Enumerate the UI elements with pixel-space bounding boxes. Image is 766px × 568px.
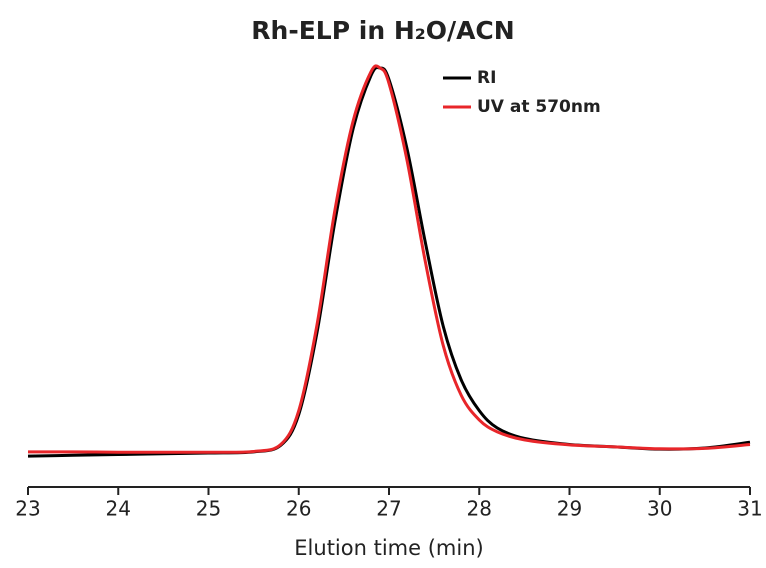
legend-label: RI (477, 68, 496, 88)
chart-title: Rh-ELP in H₂O/ACN (251, 16, 514, 45)
x-tick-label: 23 (15, 497, 40, 521)
x-tick-label: 29 (557, 497, 582, 521)
x-tick-label: 28 (467, 497, 492, 521)
x-tick-label: 27 (376, 497, 401, 521)
series-line (27, 64, 751, 454)
x-tick-label: 26 (286, 497, 311, 521)
series-line (27, 65, 751, 458)
legend-label: UV at 570nm (477, 97, 601, 117)
x-axis-label: Elution time (min) (294, 536, 483, 560)
x-tick-label: 24 (106, 497, 131, 521)
x-tick-label: 30 (647, 497, 672, 521)
x-tick-label: 31 (737, 497, 762, 521)
x-tick-label: 25 (196, 497, 221, 521)
